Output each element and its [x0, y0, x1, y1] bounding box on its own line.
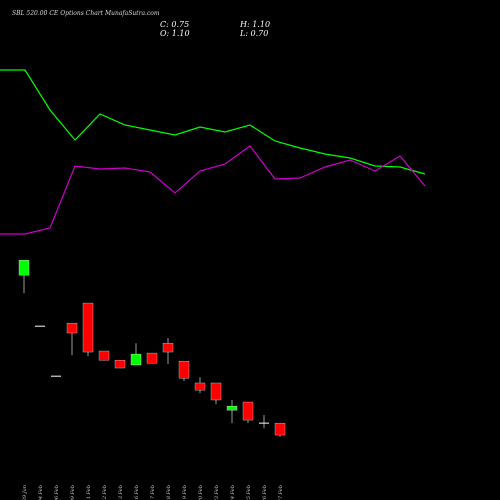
candle-body: [194, 382, 206, 391]
chart-title: SBL 520.00 CE Options Chart MunafaSutra.…: [12, 10, 160, 17]
x-tick-label: 06 Feb: [54, 485, 60, 500]
x-tick-label: 11 Feb: [86, 485, 92, 500]
high-label: H: 1.10: [239, 20, 270, 29]
open-label: O: 1.10: [160, 29, 190, 38]
x-tick-label: 09 Feb: [70, 485, 76, 500]
candle-body: [98, 350, 110, 361]
x-tick-label: 25 Feb: [246, 485, 252, 500]
x-tick-label: 13 Feb: [118, 485, 124, 500]
x-tick-label: 19 Feb: [182, 485, 188, 500]
x-tick-label: 29 Jan: [22, 485, 28, 500]
candle-body: [82, 302, 94, 353]
candle-body: [66, 322, 78, 334]
candle-body: [210, 382, 222, 401]
indicator-line: [0, 69, 426, 175]
x-tick-label: 23 Feb: [214, 485, 220, 500]
x-tick-label: 12 Feb: [102, 485, 108, 500]
x-tick-label: 20 Feb: [198, 485, 204, 500]
candle-body: [226, 405, 238, 411]
candle-body: [130, 353, 142, 366]
close-label: C: 0.75: [160, 20, 189, 29]
x-tick-label: 16 Feb: [134, 485, 140, 500]
candle-body: [242, 401, 254, 421]
candle-body: [114, 360, 126, 369]
x-tick-label: 18 Feb: [166, 485, 172, 500]
candle-body: [178, 361, 190, 379]
low-label: L: 0.70: [239, 29, 268, 38]
candle-body: [146, 352, 158, 364]
indicator-line: [0, 145, 426, 235]
candle-body: [274, 422, 286, 436]
x-tick-label: 04 Feb: [38, 485, 44, 500]
x-tick-label: 27 Feb: [278, 485, 284, 500]
x-tick-label: 17 Feb: [150, 485, 156, 500]
candle-body: [18, 260, 30, 276]
x-tick-label: 26 Feb: [262, 485, 268, 500]
x-tick-label: 24 Feb: [230, 485, 236, 500]
candle-body: [162, 343, 174, 353]
